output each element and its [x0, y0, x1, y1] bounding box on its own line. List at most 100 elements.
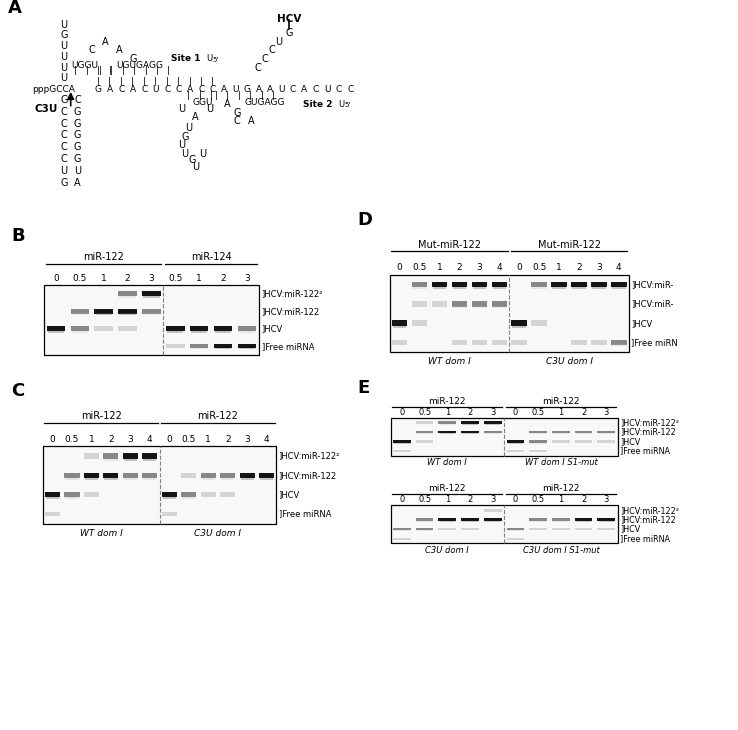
Text: 1: 1 [196, 274, 202, 283]
Bar [432, 282, 447, 288]
Text: U: U [61, 74, 67, 83]
Bar [259, 472, 275, 478]
Bar [238, 345, 256, 348]
Text: ]HCV:miR-122²: ]HCV:miR-122² [262, 289, 323, 298]
Text: |: | [187, 91, 190, 100]
Text: A: A [130, 85, 136, 93]
Text: G: G [95, 85, 102, 93]
Text: C: C [61, 107, 67, 117]
Bar [103, 472, 119, 478]
Text: ]Free miRNA: ]Free miRNA [262, 342, 314, 351]
Text: C: C [347, 85, 354, 93]
Text: |: | [99, 66, 102, 75]
Text: U: U [199, 149, 206, 158]
Bar [238, 326, 256, 331]
Text: |: | [86, 66, 89, 75]
Bar [506, 528, 524, 531]
Bar [240, 472, 255, 478]
Bar [492, 307, 506, 308]
Bar [118, 309, 137, 314]
Text: UGGU: UGGU [71, 61, 98, 70]
Bar [512, 326, 526, 328]
Text: C: C [61, 131, 67, 140]
Bar [143, 296, 159, 298]
Bar [438, 431, 456, 434]
Text: U: U [232, 85, 239, 93]
Text: C: C [12, 383, 25, 400]
Text: 0.5: 0.5 [413, 264, 427, 272]
Text: 0.5: 0.5 [418, 408, 431, 417]
Text: 0.5: 0.5 [168, 274, 182, 283]
Bar [415, 518, 433, 521]
Bar [201, 492, 215, 497]
Bar [575, 528, 593, 531]
Bar [143, 313, 159, 315]
Bar [552, 528, 570, 531]
Bar [611, 340, 627, 345]
Bar [415, 440, 433, 443]
Text: A: A [187, 85, 193, 93]
Bar [393, 450, 411, 452]
Bar [432, 287, 446, 289]
Text: G: G [74, 142, 81, 153]
Text: 3: 3 [604, 408, 609, 417]
Bar [472, 287, 486, 289]
Bar [162, 497, 176, 499]
Bar [66, 478, 78, 480]
Bar [72, 331, 88, 333]
Text: U: U [61, 52, 67, 62]
Bar [220, 472, 235, 478]
Bar [166, 326, 184, 331]
Text: 0: 0 [53, 274, 59, 283]
Text: |: | [261, 91, 263, 100]
Text: C: C [313, 85, 319, 93]
Bar [390, 505, 618, 543]
Text: 1: 1 [445, 496, 450, 504]
Text: G: G [74, 154, 81, 164]
Bar [529, 450, 547, 452]
Bar [484, 518, 502, 521]
Text: 0: 0 [399, 408, 404, 417]
Bar [191, 348, 207, 350]
Text: WT dom I S1-mut: WT dom I S1-mut [525, 458, 597, 467]
Bar [529, 528, 547, 531]
Text: 2: 2 [467, 408, 472, 417]
Text: |: | [272, 91, 275, 100]
Text: U: U [178, 104, 185, 113]
Text: |: | [166, 77, 168, 86]
Bar [532, 287, 546, 289]
Text: 3: 3 [244, 435, 250, 444]
Text: C: C [118, 85, 125, 93]
Text: 0.5: 0.5 [65, 435, 79, 444]
Bar [393, 326, 407, 328]
Bar [85, 478, 98, 480]
Text: 3: 3 [490, 496, 495, 504]
Bar [508, 530, 523, 531]
Text: |: | [131, 77, 134, 86]
Text: C: C [61, 142, 67, 153]
Bar [611, 282, 627, 288]
Text: |: | [189, 77, 191, 86]
Bar [440, 520, 455, 522]
Bar [571, 340, 587, 345]
Text: C: C [176, 85, 182, 93]
Text: |: | [156, 66, 159, 75]
Text: A: A [193, 112, 199, 122]
Bar [190, 326, 208, 331]
Bar [472, 307, 486, 308]
Bar [415, 421, 433, 424]
Text: A: A [301, 85, 308, 93]
Bar [48, 331, 64, 333]
Text: 4: 4 [616, 264, 621, 272]
Bar [417, 433, 432, 434]
Text: WT dom I: WT dom I [428, 357, 471, 366]
Bar [551, 282, 567, 288]
Text: 1: 1 [101, 274, 106, 283]
Text: GUGAGG: GUGAGG [245, 98, 285, 107]
Text: |: | [97, 77, 100, 86]
Text: U: U [61, 41, 67, 51]
Text: GGU: GGU [193, 98, 213, 107]
Text: |: | [75, 66, 77, 75]
Bar [511, 340, 527, 345]
Text: C: C [141, 85, 148, 93]
